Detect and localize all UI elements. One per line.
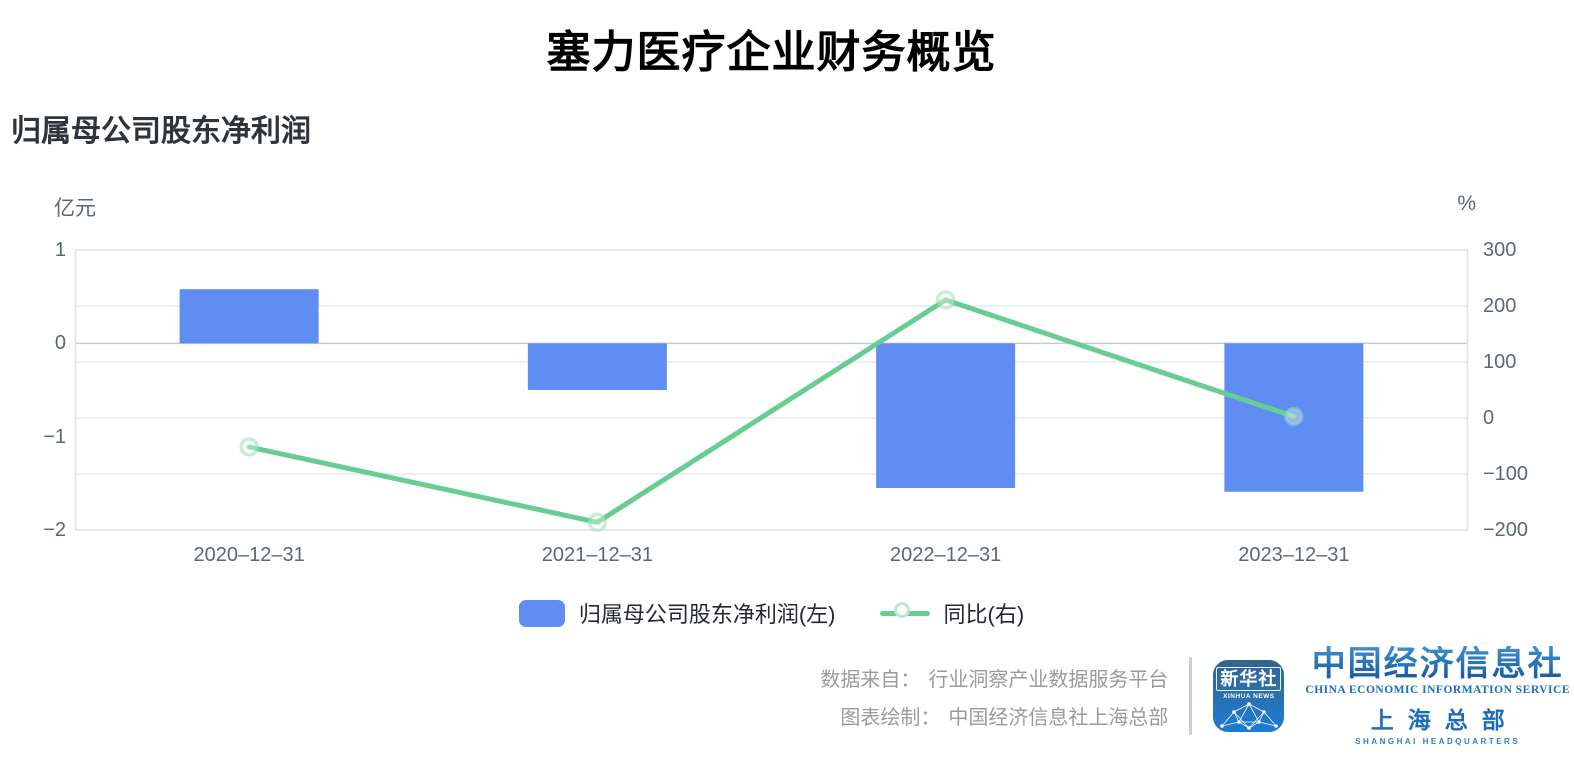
left-axis-tick: −1 [43, 425, 66, 448]
legend-label-yoy: 同比(右) [943, 602, 1025, 627]
yoy-point-2023–12–31 [1284, 406, 1304, 427]
ceis-logo: 中国经济信息社 CHINA ECONOMIC INFORMATION SERVI… [1305, 646, 1570, 746]
yoy-point-2022–12–31 [935, 290, 956, 310]
right-axis-tick: 100 [1483, 351, 1517, 373]
right-axis-tick: −100 [1483, 463, 1529, 485]
line-symbol-marker-icon [893, 602, 910, 618]
right-axis-tick: 0 [1483, 407, 1495, 429]
combo-chart-plot [74, 249, 1469, 533]
legend-label-net-profit: 归属母公司股东净利润(左) [578, 602, 836, 627]
left-axis-tick: 0 [54, 332, 66, 355]
chart-credit-label: 图表绘制： [840, 706, 941, 729]
page-title: 塞力医疗企业财务概览 [546, 28, 997, 77]
x-axis-label: 2021–12–31 [541, 544, 653, 566]
ceis-branch-en: SHANGHAI HEADQUARTERS [1355, 737, 1521, 746]
chart-credit-line: 图表绘制： 中国经济信息社上海总部 [820, 701, 1168, 730]
right-axis-tick: 300 [1483, 239, 1517, 261]
chart-subtitle: 归属母公司股东净利润 [11, 115, 311, 148]
right-axis-tick: −200 [1483, 519, 1529, 541]
left-axis-tick: −2 [43, 519, 66, 541]
xinhua-news-logo: 新华社 XINHUA NEWS [1213, 660, 1285, 732]
bar-series-swatch [518, 599, 565, 627]
bar-2021–12–31 [527, 343, 667, 390]
left-axis-unit: 亿元 [54, 197, 96, 220]
yoy-line [246, 297, 1297, 525]
legend-item-net-profit: 归属母公司股东净利润(左) [518, 597, 836, 629]
bar-2020–12–31 [179, 289, 319, 344]
chart-credit-value: 中国经济信息社上海总部 [948, 706, 1169, 729]
legend-item-yoy: 同比(右) [879, 597, 1025, 629]
xinhua-logo-en: XINHUA NEWS [1223, 693, 1275, 700]
yoy-point-2020–12–31 [239, 437, 259, 457]
data-source-line: 数据来自： 行业洞察产业数据服务平台 [820, 663, 1168, 692]
data-source-label: 数据来自： [820, 668, 921, 691]
x-axis-label: 2023–12–31 [1238, 544, 1350, 566]
chart-legend: 归属母公司股东净利润(左) 同比(右) [0, 597, 1543, 629]
xinhua-logo-cn: 新华社 [1216, 667, 1282, 691]
right-axis-unit: % [1457, 192, 1476, 215]
line-series-symbol [879, 600, 930, 626]
right-axis-tick: 200 [1483, 295, 1517, 317]
source-block: 数据来自： 行业洞察产业数据服务平台 图表绘制： 中国经济信息社上海总部 [820, 654, 1168, 739]
ceis-name-cn: 中国经济信息社 [1311, 645, 1564, 683]
footer: 数据来自： 行业洞察产业数据服务平台 图表绘制： 中国经济信息社上海总部 新华社 X… [700, 646, 1570, 746]
ceis-name-en: CHINA ECONOMIC INFORMATION SERVICE [1305, 684, 1570, 696]
footer-divider [1189, 657, 1193, 735]
bar-2022–12–31 [876, 343, 1016, 488]
x-axis-label: 2022–12–31 [890, 544, 1002, 566]
xinhua-network-icon [1220, 702, 1278, 730]
ceis-branch-cn: 上海总部 [1370, 707, 1519, 733]
left-axis-tick: 1 [54, 239, 66, 261]
data-source-value: 行业洞察产业数据服务平台 [928, 668, 1169, 691]
x-axis-label: 2020–12–31 [193, 544, 305, 566]
yoy-point-2021–12–31 [587, 512, 608, 533]
